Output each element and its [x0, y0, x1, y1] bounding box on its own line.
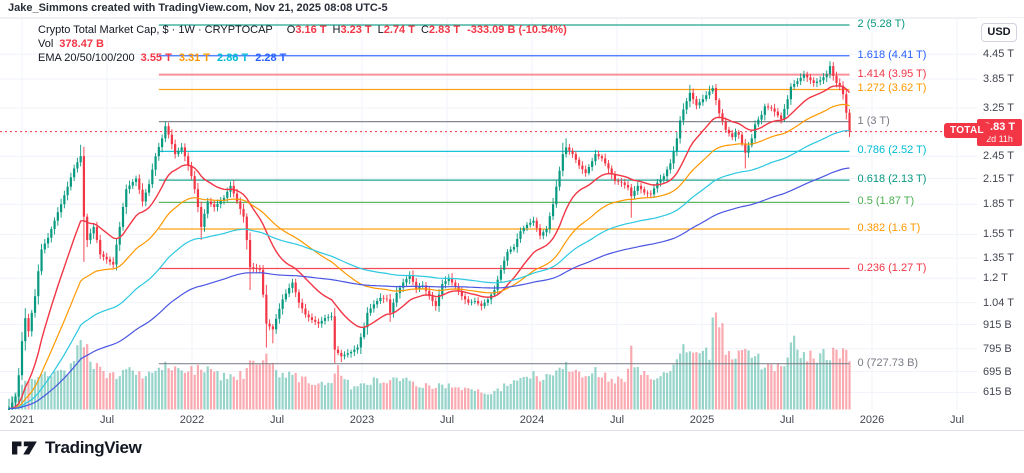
grid-layer [0, 18, 977, 410]
bar-countdown: 2d 11h [986, 133, 1013, 144]
ema-legend-row: EMA 20/50/100/200 3.55 T 3.31 T 2.86 T 2.28 … [38, 51, 567, 65]
price-tick: 695 B [983, 365, 1012, 378]
fib-label: 0.382 (1.6 T) [857, 222, 921, 235]
volume-value: 378.47 B [59, 38, 104, 50]
fib-label: 0.618 (2.13 T) [857, 173, 927, 186]
ema-label: EMA 20/50/100/200 [38, 52, 135, 64]
ema-current-value: 3.55 T [140, 52, 172, 64]
tradingview-logo[interactable]: TradingView [12, 438, 142, 458]
fib-label: 1.618 (4.41 T) [857, 48, 927, 61]
ema-current-value: 2.28 T [255, 52, 287, 64]
currency-toggle-button[interactable]: USD [981, 23, 1017, 42]
ema-50-line [8, 103, 850, 410]
tradingview-logo-icon [12, 441, 37, 455]
ohlc-value: 3.23 T [340, 24, 372, 36]
ohlc-letter: C [420, 24, 429, 36]
ema-current-value: 3.31 T [178, 52, 211, 64]
price-tick: 3.25 T [983, 101, 1014, 114]
ohlc-values: O3.16 T H3.23 T L2.74 T C2.83 T [281, 24, 460, 36]
volume-layer [8, 312, 851, 410]
fib-label: 0.236 (1.27 T) [857, 261, 927, 274]
price-tick: 4.45 T [983, 48, 1014, 61]
fib-label: 0.5 (1.87 T) [857, 195, 915, 208]
volume-label: Vol [38, 38, 54, 50]
ema-current-value: 2.86 T [217, 52, 249, 64]
ohlc-value: 3.16 T [295, 24, 327, 36]
price-tick: 915 B [983, 318, 1012, 331]
time-tick: Jul [949, 414, 965, 426]
ema-100-line [8, 130, 850, 410]
symbol-legend-row: Crypto Total Market Cap, $ · 1W · CRYPTO… [38, 23, 567, 37]
symbol-title[interactable]: Crypto Total Market Cap, $ · 1W · CRYPTO… [38, 24, 273, 36]
time-tick: Jul [779, 414, 795, 426]
last-price-value: 2.83 T [983, 120, 1016, 133]
time-tick: 2022 [179, 414, 205, 426]
ema-20-line [8, 85, 851, 410]
time-tick: 2024 [519, 414, 545, 426]
ohlc-value: 2.83 T [428, 24, 461, 36]
time-tick: Jul [269, 414, 285, 426]
chart-legend: Crypto Total Market Cap, $ · 1W · CRYPTO… [38, 23, 567, 65]
fib-label: 0.786 (2.52 T) [857, 144, 927, 157]
fib-label: 1.414 (3.95 T) [857, 67, 927, 80]
credit-line: Jake_Simmons created with TradingView.co… [8, 2, 388, 14]
ohlc-value: 2.74 T [383, 24, 415, 36]
fib-label: 2 (5.28 T) [857, 17, 906, 30]
footer-bar: TradingView [12, 438, 142, 458]
price-tick: 1.2 T [983, 272, 1008, 285]
price-tick: 615 B [983, 386, 1012, 399]
time-tick: 2025 [689, 414, 715, 426]
fib-label: 0 (727.73 B) [857, 356, 919, 369]
ohlc-letter: H [332, 24, 341, 36]
fib-lines-layer [158, 24, 850, 365]
price-tick: 3.85 T [983, 72, 1014, 85]
volume-legend-row: Vol 378.47 B [38, 37, 567, 51]
time-tick: 2021 [9, 414, 35, 426]
time-tick: Jul [439, 414, 455, 426]
ohlc-letter: O [286, 24, 296, 36]
time-tick: 2026 [859, 414, 885, 426]
price-tick: 795 B [983, 342, 1012, 355]
time-tick: Jul [609, 414, 625, 426]
fib-label: 1 (3 T) [857, 114, 890, 127]
change-value: -333.09 B (-10.54%) [467, 24, 567, 36]
price-axis[interactable]: USD 4.45 T 3.85 T 3.25 T 2.45 T 2.15 T 1.85 T… [977, 18, 1024, 430]
tradingview-logo-text: TradingView [45, 438, 142, 457]
price-tick: 2.15 T [983, 172, 1014, 185]
candles-layer [8, 61, 851, 410]
time-axis[interactable]: 2021 Jul 2022 Jul 2023 Jul 2024 Jul 2025 Jul 2026 J… [0, 410, 977, 430]
total-source-chip: TOTAL [944, 122, 990, 138]
time-tick: Jul [99, 414, 115, 426]
ohlc-letter: L [377, 24, 384, 36]
price-tick: 1.04 T [983, 296, 1014, 309]
ema-values: 3.55 T 3.31 T 2.86 T 2.28 T [141, 52, 294, 64]
fib-label: 1.272 (3.62 T) [857, 82, 927, 95]
price-tick: 2.45 T [983, 150, 1014, 163]
price-tick: 1.35 T [983, 252, 1014, 265]
price-tick: 1.85 T [983, 198, 1014, 211]
ema-200-line [8, 167, 850, 410]
price-tick: 1.55 T [983, 228, 1014, 241]
time-tick: 2023 [349, 414, 375, 426]
